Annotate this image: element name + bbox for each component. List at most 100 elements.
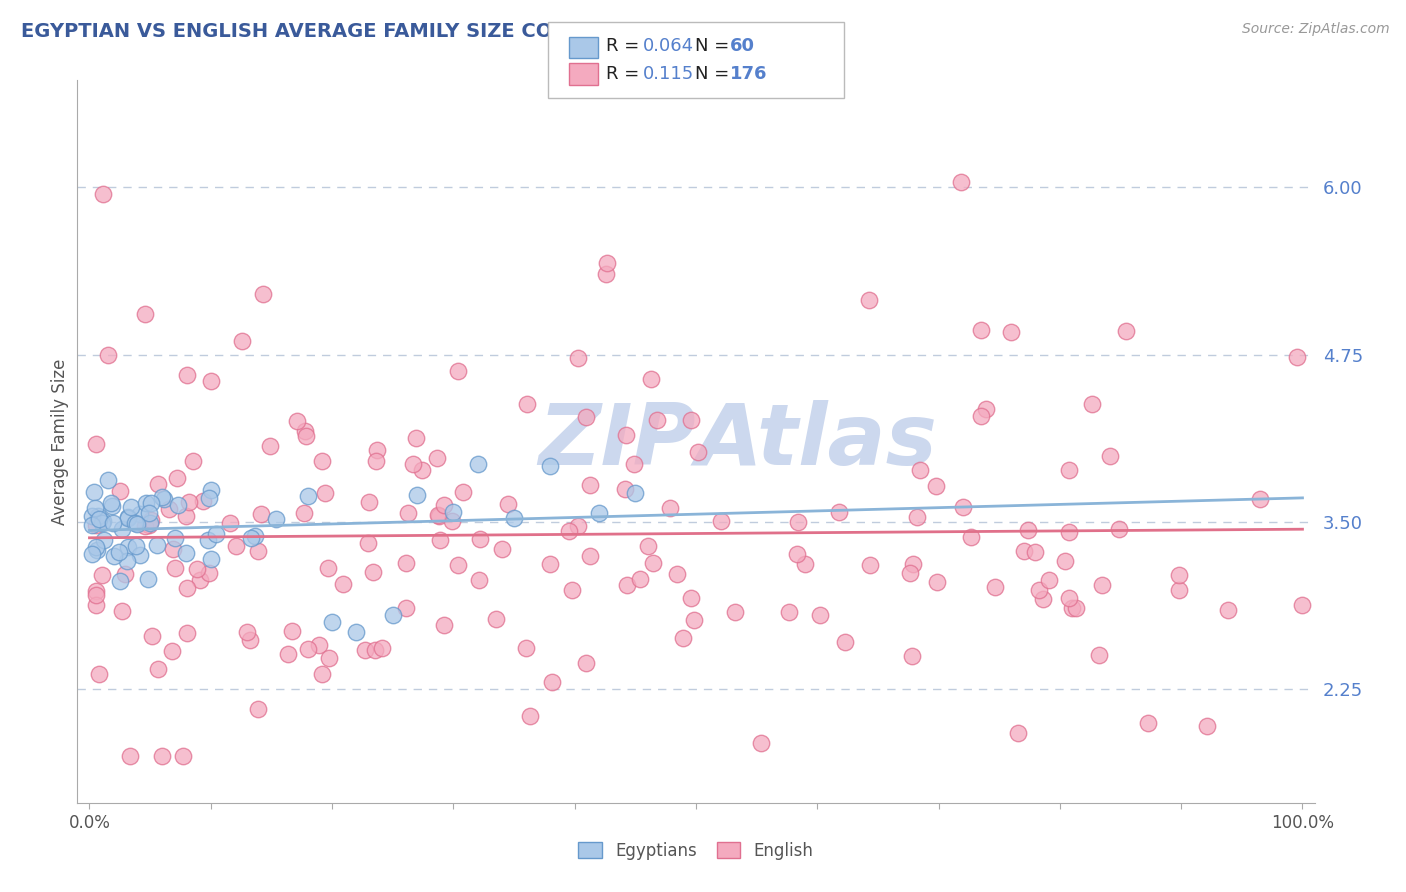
Point	[231, 334, 253, 348]
Point	[970, 323, 993, 337]
Point	[1064, 601, 1087, 615]
Point	[238, 632, 260, 647]
Point	[166, 498, 188, 512]
Point	[679, 591, 702, 605]
Point	[139, 516, 162, 531]
Point	[225, 539, 247, 553]
Point	[1291, 598, 1313, 612]
Point	[834, 635, 856, 649]
Point	[318, 651, 340, 665]
Point	[80, 547, 103, 561]
Point	[949, 175, 972, 189]
Point	[578, 549, 600, 564]
Point	[595, 268, 617, 282]
Point	[163, 561, 186, 575]
Point	[236, 625, 259, 640]
Point	[665, 566, 688, 581]
Point	[150, 748, 173, 763]
Point	[101, 499, 124, 513]
Point	[311, 667, 333, 681]
Point	[250, 507, 273, 521]
Point	[344, 624, 367, 639]
Point	[786, 547, 808, 561]
Point	[277, 647, 299, 661]
Point	[778, 605, 800, 619]
Point	[1108, 522, 1130, 536]
Point	[1059, 524, 1081, 539]
Point	[197, 533, 219, 547]
Point	[86, 543, 108, 558]
Point	[281, 624, 304, 639]
Point	[538, 459, 561, 474]
Point	[353, 643, 375, 657]
Point	[402, 457, 425, 471]
Point	[246, 702, 269, 716]
Point	[136, 572, 159, 586]
Point	[163, 532, 186, 546]
Point	[138, 506, 160, 520]
Point	[125, 539, 148, 553]
Point	[134, 307, 156, 321]
Point	[188, 574, 211, 588]
Point	[682, 613, 704, 627]
Point	[371, 640, 394, 655]
Point	[176, 626, 198, 640]
Point	[579, 477, 602, 491]
Point	[859, 558, 882, 573]
Point	[1038, 573, 1060, 587]
Text: 0.115: 0.115	[643, 65, 693, 83]
Point	[959, 530, 981, 544]
Point	[117, 510, 139, 524]
Point	[427, 508, 450, 523]
Text: ZIP: ZIP	[538, 400, 696, 483]
Point	[1167, 567, 1189, 582]
Point	[641, 556, 664, 570]
Point	[516, 396, 538, 410]
Point	[672, 631, 695, 645]
Point	[314, 486, 336, 500]
Point	[100, 496, 122, 510]
Point	[125, 516, 148, 531]
Point	[451, 485, 474, 500]
Point	[114, 567, 136, 582]
Point	[686, 444, 709, 458]
Point	[1060, 601, 1083, 615]
Point	[1028, 583, 1050, 598]
Point	[150, 490, 173, 504]
Point	[405, 431, 427, 445]
Point	[925, 574, 948, 589]
Point	[659, 500, 682, 515]
Point	[124, 516, 146, 530]
Point	[91, 514, 114, 528]
Point	[176, 368, 198, 382]
Point	[596, 256, 619, 270]
Point	[903, 557, 925, 571]
Point	[623, 457, 645, 471]
Point	[264, 512, 287, 526]
Point	[515, 641, 537, 656]
Point	[297, 489, 319, 503]
Point	[503, 511, 526, 525]
Point	[294, 424, 316, 438]
Text: Source: ZipAtlas.com: Source: ZipAtlas.com	[1241, 22, 1389, 37]
Point	[724, 605, 747, 619]
Point	[91, 516, 114, 530]
Point	[292, 507, 315, 521]
Point	[575, 410, 598, 425]
Point	[197, 566, 219, 580]
Point	[567, 519, 589, 533]
Y-axis label: Average Family Size: Average Family Size	[51, 359, 69, 524]
Point	[84, 598, 107, 612]
Text: Atlas: Atlas	[696, 400, 938, 483]
Point	[103, 549, 125, 563]
Point	[411, 463, 433, 477]
Point	[614, 428, 637, 442]
Point	[1098, 449, 1121, 463]
Point	[146, 662, 169, 676]
Text: R =: R =	[606, 65, 651, 83]
Point	[381, 608, 404, 623]
Point	[361, 565, 384, 579]
Point	[118, 749, 141, 764]
Point	[1054, 553, 1077, 567]
Point	[1000, 326, 1022, 340]
